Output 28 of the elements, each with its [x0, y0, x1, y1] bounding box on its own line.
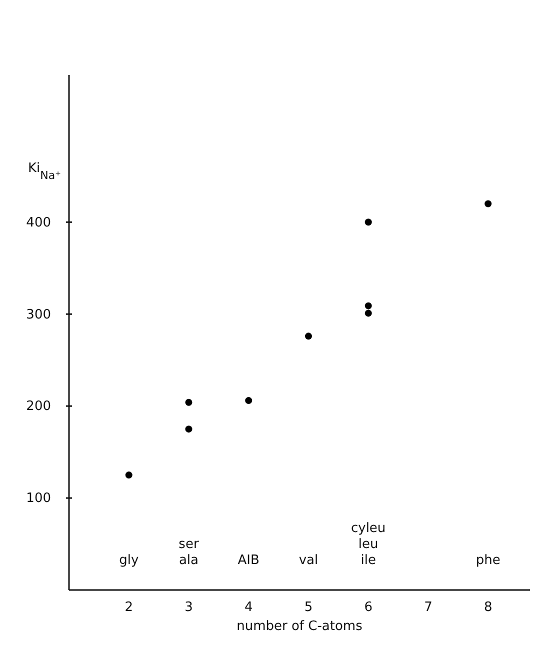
annotation: ser ala — [178, 537, 200, 568]
annotation: phe — [476, 553, 500, 568]
annotation: gly — [119, 553, 139, 568]
annotation: AIB — [238, 553, 260, 568]
x-tick-label: 8 — [484, 600, 492, 616]
point — [484, 200, 492, 208]
x-tick-label: 7 — [424, 600, 432, 616]
point — [304, 332, 312, 340]
y-axis-title: Ki$_{Na⁺}$ — [28, 161, 62, 182]
point — [185, 398, 192, 406]
point — [364, 218, 372, 226]
y-tick-label: 200 — [26, 399, 51, 414]
point — [185, 426, 192, 433]
x-tick-label: 2 — [124, 600, 134, 616]
point — [245, 397, 252, 404]
y-tick-label: 300 — [26, 307, 51, 322]
x-axis-title: number of C-atoms — [236, 619, 363, 634]
x-tick-label: 5 — [304, 600, 313, 616]
point — [125, 472, 132, 479]
point — [364, 310, 372, 317]
x-tick-label: 3 — [184, 600, 193, 616]
annotation: val — [298, 553, 318, 568]
y-tick-label: 400 — [26, 215, 51, 230]
x-tick-label: 4 — [244, 600, 253, 616]
point — [364, 302, 372, 310]
y-tick-label: 100 — [26, 491, 51, 506]
x-tick-label: 6 — [364, 600, 372, 616]
annotation: cyleu leu ile — [351, 521, 386, 568]
